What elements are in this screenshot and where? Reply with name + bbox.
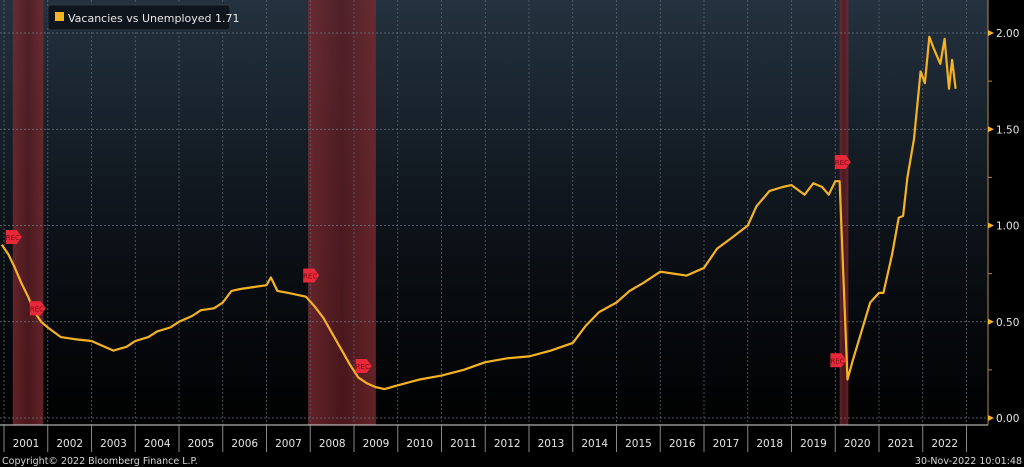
rec-marker: REC	[29, 301, 46, 316]
x-tick-label: 2007	[275, 438, 302, 450]
y-tick	[988, 222, 994, 229]
y-tick	[988, 415, 994, 421]
x-tick-label: 2013	[538, 438, 565, 450]
y-tick	[988, 126, 994, 133]
y-tick	[988, 318, 994, 325]
x-tick-label: 2001	[13, 438, 40, 450]
x-tick-label: 2003	[100, 438, 127, 450]
x-tick-label: 2008	[319, 438, 346, 450]
y-tick-label: 1.00	[996, 221, 1019, 233]
rec-marker-shape	[830, 353, 847, 368]
x-tick-label: 2017	[713, 438, 740, 450]
rec-marker: REC	[355, 359, 372, 374]
y-tick-label: 0.50	[996, 317, 1019, 329]
x-tick-label: 2005	[188, 438, 215, 450]
rec-marker-label: REC	[830, 357, 844, 365]
rec-marker-label: REC	[30, 305, 44, 313]
x-tick-label: 2012	[494, 438, 521, 450]
x-tick-label: 2018	[756, 438, 783, 450]
rec-marker: REC	[5, 230, 22, 245]
x-tick-label: 2020	[844, 438, 871, 450]
rec-marker-shape	[29, 301, 46, 316]
rec-marker-shape	[834, 154, 851, 169]
legend-swatch	[55, 12, 64, 21]
rec-marker-label: REC	[356, 363, 370, 371]
plot-background	[0, 0, 988, 425]
x-tick-label: 2015	[625, 438, 652, 450]
x-tick-label: 2014	[581, 438, 608, 450]
x-tick-label: 2019	[800, 438, 827, 450]
legend-box	[47, 4, 231, 31]
x-tick-label: 2011	[450, 438, 477, 450]
x-tick-label: 2022	[931, 438, 958, 450]
rec-marker-shape	[303, 268, 320, 283]
x-tick-label: 2006	[231, 438, 258, 450]
legend: Vacancies vs Unemployed 1.71	[47, 4, 240, 31]
y-tick	[988, 30, 994, 36]
x-tick-label: 2016	[669, 438, 696, 450]
rec-marker: REC	[830, 353, 847, 368]
recession-band	[12, 0, 44, 425]
rec-marker-label: REC	[835, 159, 849, 167]
series-line	[0, 35, 957, 391]
copyright: Copyright© 2022 Bloomberg Finance L.P.	[2, 456, 198, 467]
rec-marker: REC	[834, 154, 851, 169]
recession-band	[308, 0, 376, 425]
y-tick-label: 1.50	[996, 124, 1019, 136]
rec-marker-shape	[355, 359, 372, 374]
rec-marker-label: REC	[303, 273, 317, 281]
x-tick-label: 2021	[888, 438, 915, 450]
x-tick-label: 2004	[144, 438, 171, 450]
timestamp: 30-Nov-2022 10:01:48	[915, 456, 1022, 467]
rec-marker: REC	[303, 268, 320, 283]
rec-marker-shape	[5, 230, 22, 245]
rec-marker-label: REC	[6, 234, 20, 242]
x-tick-label: 2002	[56, 438, 83, 450]
y-tick-label: 0.00	[996, 413, 1019, 425]
y-tick-label: 2.00	[996, 28, 1019, 40]
recession-band	[839, 0, 849, 425]
x-tick-label: 2009	[363, 438, 390, 450]
x-tick-label: 2010	[406, 438, 433, 450]
legend-label: Vacancies vs Unemployed 1.71	[68, 12, 240, 25]
